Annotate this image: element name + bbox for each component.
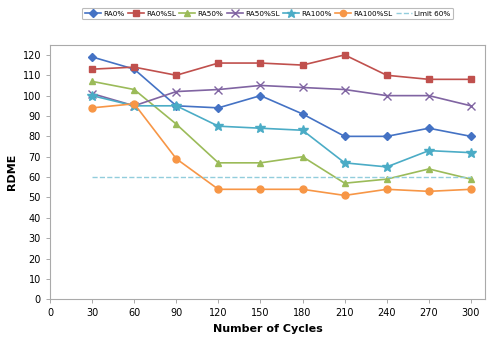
Limit 60%	[174, 175, 180, 179]
RA50%	[300, 155, 306, 159]
RA100%SL	[174, 157, 180, 161]
RA50%SL	[426, 94, 432, 98]
RA0%	[131, 67, 137, 71]
RA50%	[89, 79, 95, 84]
RA0%SL	[300, 63, 306, 67]
Line: RA50%SL: RA50%SL	[88, 81, 475, 110]
RA50%SL	[258, 83, 264, 87]
Limit 60%	[258, 175, 264, 179]
Limit 60%	[131, 175, 137, 179]
RA0%	[468, 134, 474, 138]
Line: RA0%SL: RA0%SL	[88, 52, 474, 83]
Line: RA0%: RA0%	[90, 54, 474, 139]
Limit 60%	[89, 175, 95, 179]
Limit 60%	[384, 175, 390, 179]
RA50%	[426, 167, 432, 171]
RA0%	[384, 134, 390, 138]
RA100%	[300, 128, 306, 132]
RA0%	[300, 112, 306, 116]
Limit 60%	[342, 175, 347, 179]
RA0%	[174, 104, 180, 108]
RA0%SL	[131, 65, 137, 69]
RA100%	[258, 126, 264, 130]
Limit 60%	[300, 175, 306, 179]
RA100%SL	[468, 187, 474, 191]
RA50%	[384, 177, 390, 181]
Line: RA50%: RA50%	[88, 78, 474, 187]
RA100%	[384, 165, 390, 169]
RA50%SL	[342, 87, 347, 92]
RA100%	[342, 161, 347, 165]
RA100%	[426, 149, 432, 153]
RA100%	[89, 94, 95, 98]
Limit 60%	[468, 175, 474, 179]
RA0%SL	[468, 77, 474, 82]
X-axis label: Number of Cycles: Number of Cycles	[212, 324, 322, 334]
RA50%SL	[89, 92, 95, 96]
RA0%SL	[342, 53, 347, 57]
RA50%	[342, 181, 347, 185]
RA100%SL	[384, 187, 390, 191]
Limit 60%	[426, 175, 432, 179]
RA100%SL	[258, 187, 264, 191]
RA100%SL	[342, 193, 347, 197]
RA0%SL	[426, 77, 432, 82]
Limit 60%	[216, 175, 222, 179]
RA0%SL	[174, 73, 180, 77]
RA0%	[342, 134, 347, 138]
RA0%SL	[89, 67, 95, 71]
Line: RA100%: RA100%	[87, 91, 476, 172]
RA0%SL	[384, 73, 390, 77]
RA0%	[258, 94, 264, 98]
RA50%SL	[468, 104, 474, 108]
RA100%	[468, 151, 474, 155]
RA100%	[174, 104, 180, 108]
RA50%	[468, 177, 474, 181]
RA0%	[426, 126, 432, 130]
RA50%SL	[300, 85, 306, 89]
RA0%SL	[216, 61, 222, 65]
RA50%	[216, 161, 222, 165]
RA50%	[131, 87, 137, 92]
Legend: RA0%, RA0%SL, RA50%, RA50%SL, RA100%, RA100%SL, Limit 60%: RA0%, RA0%SL, RA50%, RA50%SL, RA100%, RA…	[82, 8, 453, 19]
RA100%SL	[300, 187, 306, 191]
RA50%SL	[216, 87, 222, 92]
RA100%SL	[89, 106, 95, 110]
Line: RA100%SL: RA100%SL	[88, 100, 474, 199]
Y-axis label: RDME: RDME	[7, 154, 17, 190]
RA100%SL	[426, 189, 432, 193]
RA0%	[216, 106, 222, 110]
RA100%	[131, 104, 137, 108]
RA100%	[216, 124, 222, 128]
RA0%SL	[258, 61, 264, 65]
RA50%SL	[384, 94, 390, 98]
RA100%SL	[216, 187, 222, 191]
RA50%	[174, 122, 180, 126]
RA50%	[258, 161, 264, 165]
RA50%SL	[174, 89, 180, 94]
RA50%SL	[131, 104, 137, 108]
RA100%SL	[131, 102, 137, 106]
RA0%	[89, 55, 95, 59]
